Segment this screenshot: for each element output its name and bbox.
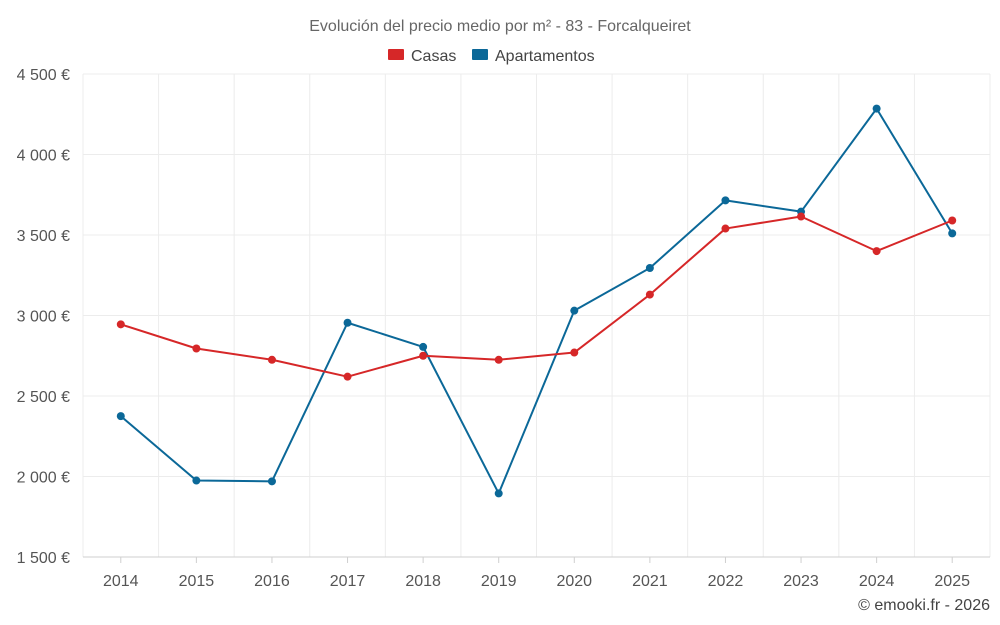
series-line-casas (120, 215, 953, 378)
x-tick-label-2016: 2016 (254, 573, 290, 590)
data-point-casas-2020[interactable] (570, 348, 579, 357)
data-point-casas-2024[interactable] (872, 247, 881, 256)
legend-label-apartamentos: Apartamentos (495, 48, 595, 65)
data-point-casas-2018[interactable] (419, 351, 428, 360)
legend-swatch-casas (388, 49, 404, 60)
x-tick-label-2022: 2022 (708, 573, 744, 590)
series-layer (116, 104, 957, 498)
data-point-apartamentos-2022[interactable] (721, 196, 730, 205)
data-point-apartamentos-2021[interactable] (645, 264, 654, 273)
data-point-casas-2017[interactable] (343, 372, 352, 381)
x-tick-label-2024: 2024 (859, 573, 895, 590)
legend: Casas Apartamentos (388, 48, 595, 65)
data-point-apartamentos-2015[interactable] (192, 476, 201, 485)
series-casas (116, 212, 957, 381)
data-point-casas-2025[interactable] (948, 216, 957, 225)
data-point-casas-2023[interactable] (797, 212, 806, 221)
data-point-casas-2015[interactable] (192, 344, 201, 353)
series-apartamentos (116, 104, 957, 498)
data-point-apartamentos-2017[interactable] (343, 318, 352, 327)
x-tick-label-2015: 2015 (179, 573, 215, 590)
x-tick-label-2017: 2017 (330, 573, 366, 590)
data-point-casas-2019[interactable] (494, 355, 503, 364)
axes: 1 500 € 2 000 € 2 500 € 3 000 € 3 500 € 4 000… (17, 67, 990, 590)
data-point-apartamentos-2025[interactable] (948, 229, 957, 238)
y-tick-label: 1 500 € (17, 550, 70, 567)
y-tick-label: 2 500 € (17, 389, 70, 406)
data-point-apartamentos-2020[interactable] (570, 306, 579, 315)
data-point-apartamentos-2016[interactable] (267, 477, 276, 486)
data-point-casas-2022[interactable] (721, 224, 730, 233)
chart-title: Evolución del precio medio por m² - 83 -… (309, 18, 691, 35)
y-tick-label: 3 500 € (17, 228, 70, 245)
y-tick-label: 4 000 € (17, 148, 70, 165)
data-point-apartamentos-2018[interactable] (419, 342, 428, 351)
x-tick-label-2018: 2018 (405, 573, 441, 590)
x-tick-label-2019: 2019 (481, 573, 517, 590)
x-tick-label-2023: 2023 (783, 573, 819, 590)
data-point-casas-2014[interactable] (116, 320, 125, 329)
data-point-apartamentos-2014[interactable] (116, 412, 125, 421)
data-point-apartamentos-2024[interactable] (872, 104, 881, 113)
y-tick-label: 3 000 € (17, 309, 70, 326)
grid (82, 73, 991, 557)
legend-swatch-apartamentos (472, 49, 488, 60)
x-tick-label-2025: 2025 (934, 573, 970, 590)
data-point-apartamentos-2019[interactable] (494, 489, 503, 498)
credit-text: © emooki.fr - 2026 (858, 597, 990, 614)
x-tick-label-2014: 2014 (103, 573, 139, 590)
data-point-casas-2021[interactable] (645, 290, 654, 299)
series-line-apartamentos (120, 107, 954, 495)
legend-item-casas[interactable]: Casas (388, 48, 456, 65)
y-tick-label: 2 000 € (17, 470, 70, 487)
x-tick-label-2021: 2021 (632, 573, 668, 590)
x-tick-label-2020: 2020 (556, 573, 592, 590)
data-point-casas-2016[interactable] (267, 355, 276, 364)
legend-item-apartamentos[interactable]: Apartamentos (472, 48, 595, 65)
y-tick-label: 4 500 € (17, 67, 70, 84)
legend-label-casas: Casas (411, 48, 456, 65)
